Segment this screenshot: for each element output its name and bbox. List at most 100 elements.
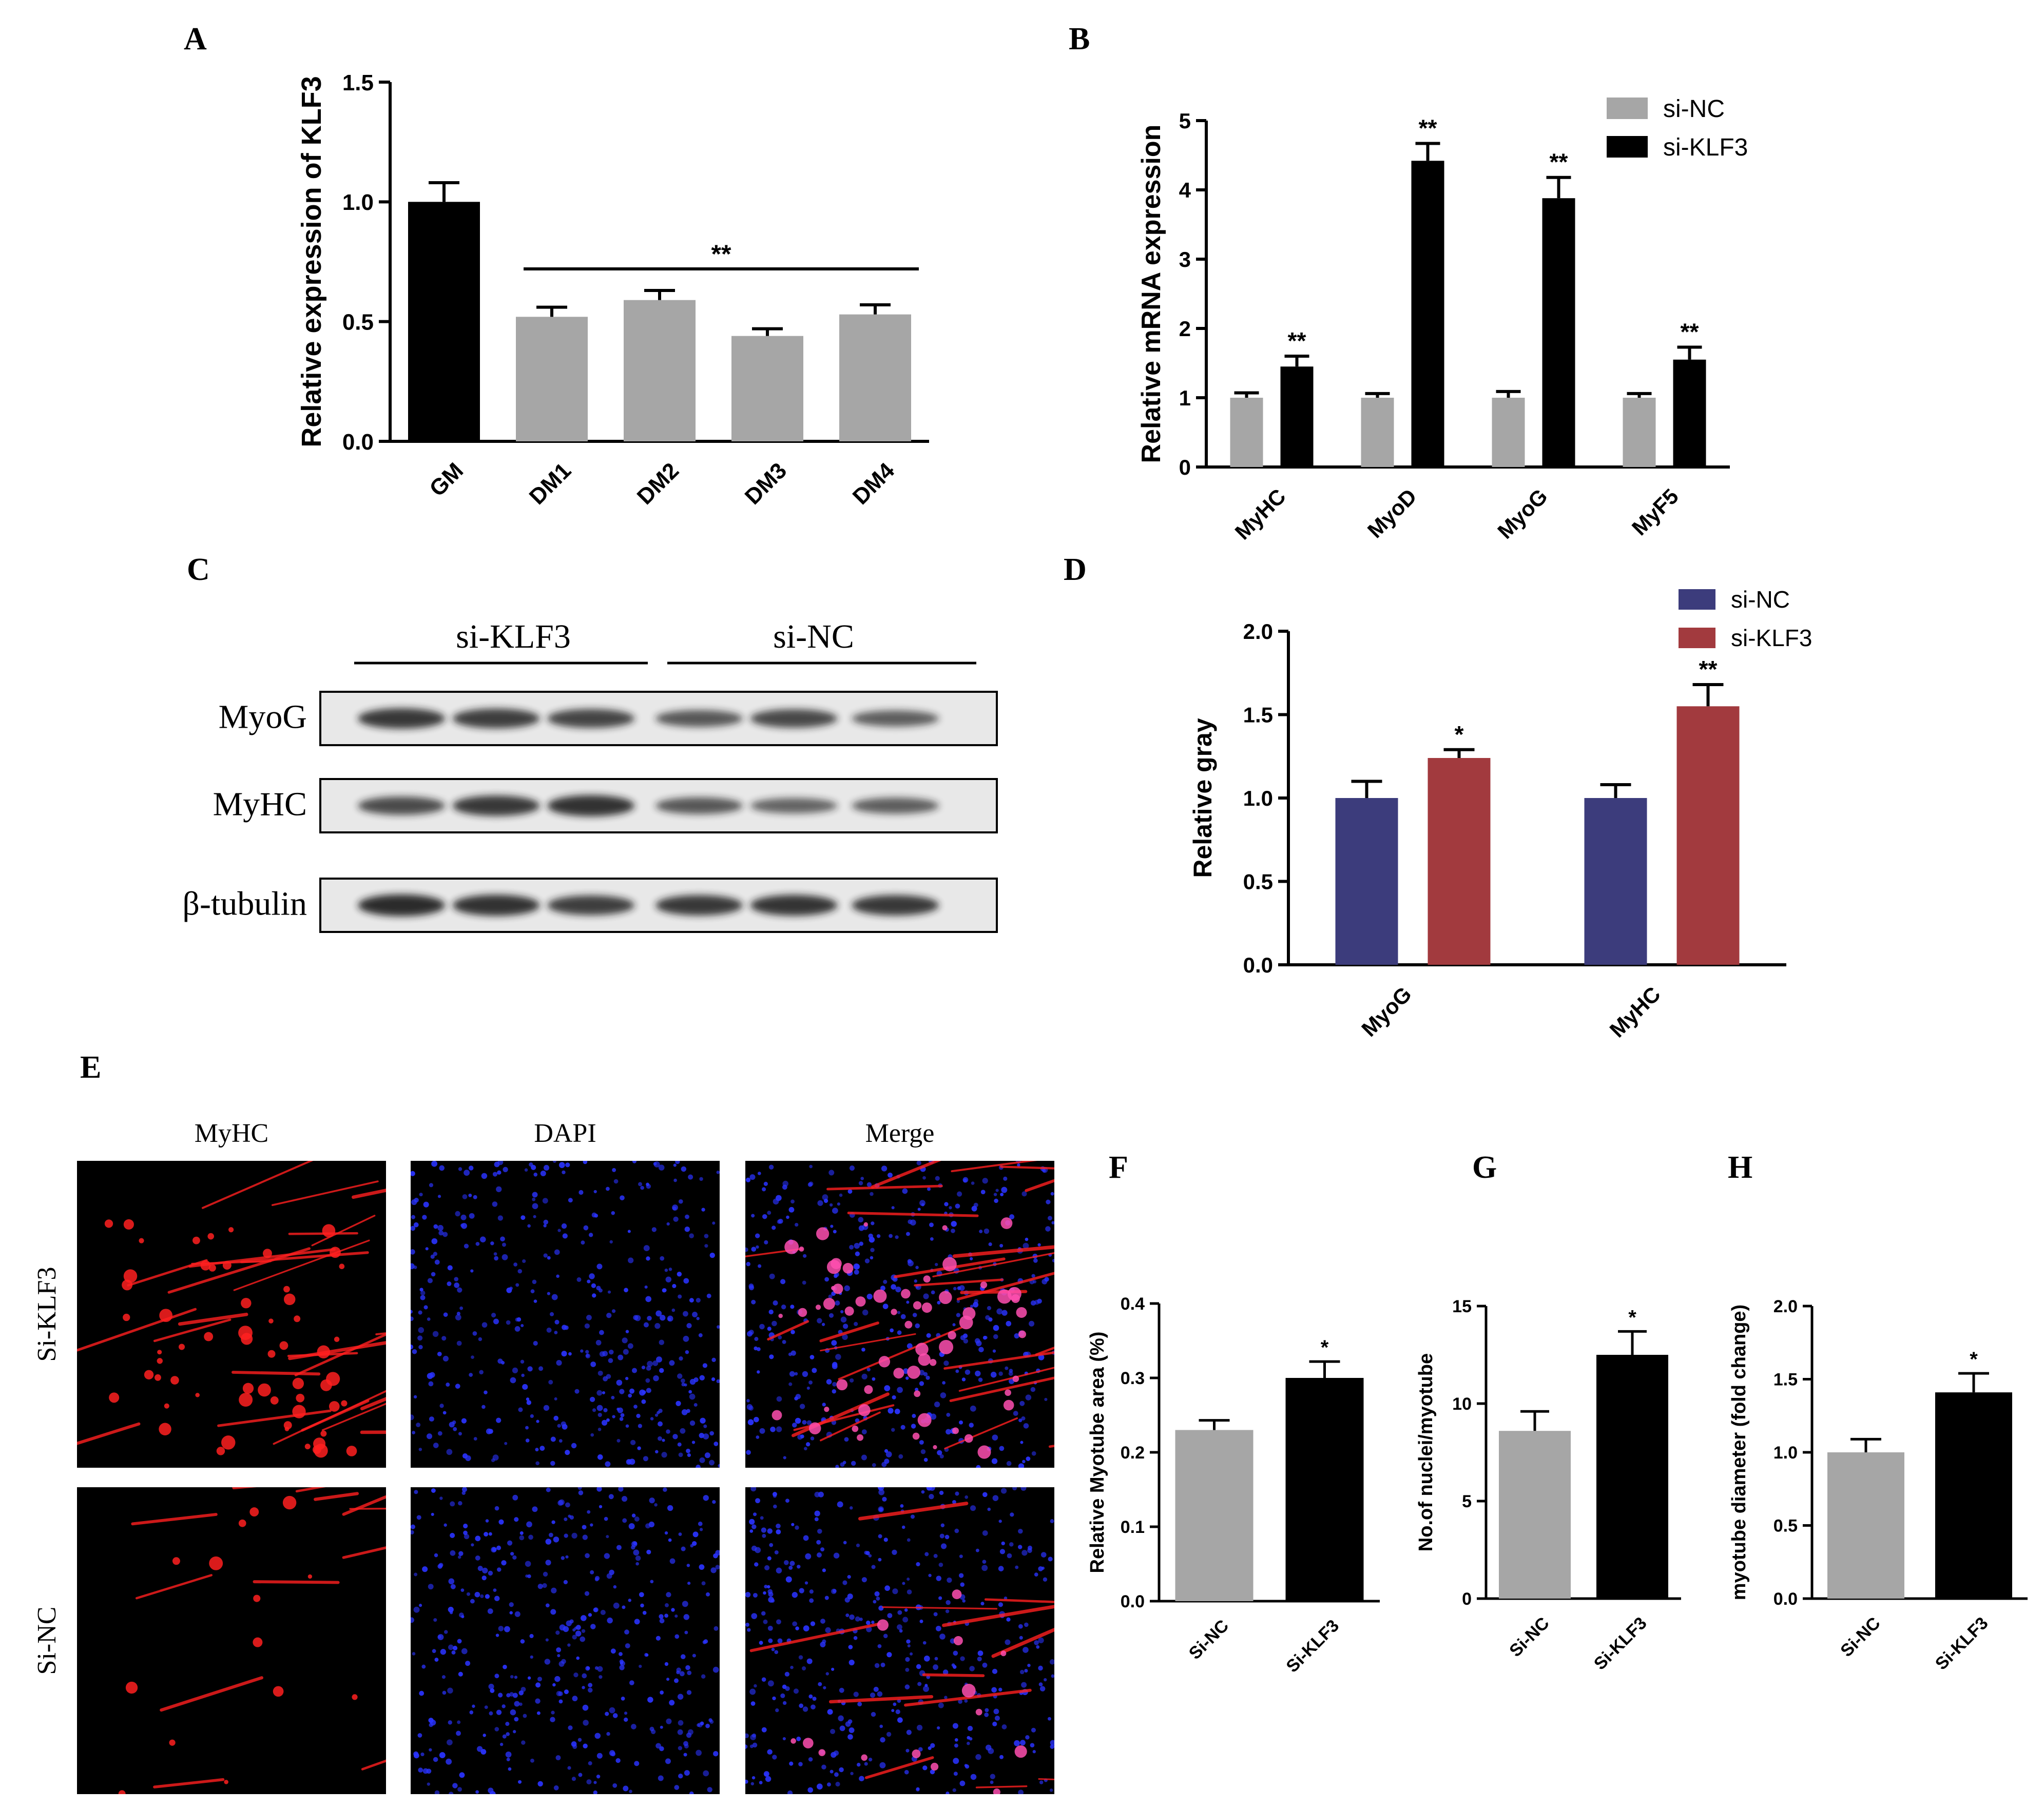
nucleus (673, 1216, 679, 1222)
nucleus (947, 1577, 952, 1583)
nucleus (905, 1232, 910, 1236)
nucleus (831, 1667, 835, 1671)
nucleus (802, 1706, 808, 1712)
nucleus (412, 1431, 416, 1434)
nucleus (458, 1432, 462, 1436)
nucleus (973, 1301, 979, 1308)
nucleus (431, 1161, 438, 1167)
nucleus (835, 1300, 840, 1306)
nucleus (767, 1556, 772, 1561)
myotube (188, 1248, 336, 1268)
nucleus (547, 1292, 551, 1295)
nucleus (936, 1575, 942, 1581)
nucleus (776, 1567, 782, 1574)
nucleus (655, 1310, 662, 1317)
nucleus (529, 1162, 533, 1167)
myotube (819, 1321, 879, 1343)
nucleus (609, 1240, 613, 1244)
nucleus (891, 1709, 895, 1713)
nucleus (992, 1434, 998, 1441)
nucleus (979, 1230, 983, 1234)
myotube-cluster (283, 1286, 290, 1293)
nucleus (514, 1517, 519, 1522)
nucleus (751, 1613, 758, 1619)
myotube (958, 1367, 1054, 1392)
nucleus (599, 1330, 604, 1335)
nucleus (561, 1223, 567, 1229)
nucleus (608, 1494, 614, 1500)
nucleus (446, 1383, 450, 1387)
nucleus (661, 1452, 667, 1458)
nucleus (556, 1360, 562, 1366)
nucleus (879, 1762, 886, 1768)
nucleus (811, 1704, 816, 1710)
nucleus (993, 1193, 997, 1196)
nucleus (702, 1363, 708, 1368)
nucleus (952, 1723, 958, 1729)
nucleus (683, 1335, 689, 1342)
nucleus (431, 1512, 434, 1516)
nucleus (458, 1551, 464, 1556)
myotube-cluster (858, 1404, 871, 1416)
y-tick-label: 2 (1179, 317, 1191, 341)
nucleus (432, 1331, 439, 1337)
myotube-cluster (826, 1260, 841, 1274)
nucleus (417, 1335, 423, 1341)
nucleus (908, 1260, 914, 1267)
nucleus (821, 1322, 825, 1326)
nucleus (527, 1224, 531, 1228)
myotube (314, 1492, 359, 1501)
nucleus (575, 1625, 581, 1630)
nucleus (990, 1780, 994, 1784)
nucleus (496, 1709, 502, 1715)
blot-band (750, 894, 838, 916)
nucleus (464, 1170, 470, 1176)
bar (1676, 706, 1740, 965)
nucleus (509, 1611, 513, 1615)
nucleus (538, 1366, 544, 1371)
nucleus (439, 1496, 443, 1500)
nucleus (763, 1181, 768, 1186)
nucleus (441, 1336, 447, 1341)
nucleus (420, 1752, 425, 1757)
nucleus (874, 1663, 880, 1668)
nucleus (880, 1662, 885, 1667)
nucleus (628, 1393, 632, 1398)
myotube (826, 1184, 943, 1191)
nucleus (1018, 1624, 1023, 1629)
nucleus (437, 1431, 442, 1436)
nucleus (648, 1521, 655, 1528)
myotube (153, 1778, 225, 1788)
bar (1335, 798, 1398, 965)
myotube-cluster (784, 1239, 799, 1254)
myotube-cluster (923, 1275, 931, 1283)
nucleus (658, 1409, 663, 1413)
myotube (361, 1759, 386, 1771)
panel-label-h: H (1728, 1150, 1752, 1185)
nucleus (561, 1556, 565, 1560)
nucleus (678, 1532, 682, 1536)
nucleus (496, 1545, 502, 1550)
nucleus (849, 1659, 855, 1666)
nucleus (998, 1371, 1003, 1376)
nucleus (822, 1639, 826, 1644)
nucleus (655, 1636, 661, 1641)
nucleus (615, 1758, 621, 1763)
nucleus (498, 1519, 504, 1525)
nucleus (543, 1405, 550, 1411)
nucleus (908, 1219, 913, 1224)
nucleus (543, 1224, 547, 1228)
nucleus (662, 1438, 665, 1442)
nucleus (625, 1643, 630, 1648)
nucleus (418, 1345, 423, 1350)
nucleus (839, 1193, 843, 1197)
nucleus (767, 1327, 772, 1331)
nucleus (663, 1487, 667, 1492)
nucleus (832, 1364, 838, 1370)
nucleus (411, 1263, 415, 1270)
nucleus (682, 1311, 688, 1317)
nucleus (808, 1380, 813, 1385)
nucleus (952, 1323, 956, 1327)
nucleus (854, 1321, 858, 1326)
